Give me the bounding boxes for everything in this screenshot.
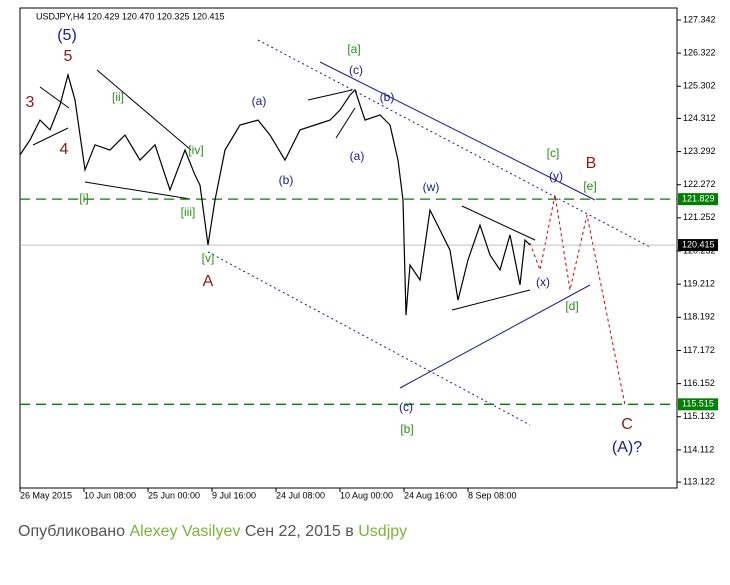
y-tick-label: 115.132 <box>683 411 715 421</box>
tag-link[interactable]: Usdjpy <box>358 523 408 540</box>
wave-label: [iii] <box>181 205 196 219</box>
wave-label: (5) <box>57 27 77 44</box>
level-label: 121.829 <box>682 193 715 203</box>
wave-label: (A)? <box>612 439 642 456</box>
wave-label: A <box>203 273 214 290</box>
x-tick-label: 25 Jun 00:00 <box>148 490 200 500</box>
wave-label: [iv] <box>188 143 203 157</box>
y-tick-label: 113.122 <box>683 476 715 486</box>
x-tick-label: 8 Sep 08:00 <box>468 490 517 500</box>
x-tick-label: 9 Jul 16:00 <box>212 490 256 500</box>
wave-label: B <box>586 155 597 172</box>
level-label-box <box>678 239 718 252</box>
wave-label: (x) <box>536 275 550 289</box>
x-tick-label: 26 May 2015 <box>20 490 72 500</box>
wave-label: (y) <box>549 169 563 183</box>
y-tick-label: 118.192 <box>683 312 715 322</box>
wave-label: (b) <box>380 90 395 104</box>
wave-label: [a] <box>347 42 360 56</box>
footer-date: Сен 22, 2015 в <box>244 523 354 540</box>
wave-label: (b) <box>279 173 294 187</box>
wave-label: [b] <box>400 422 413 436</box>
level-label-box <box>678 398 718 411</box>
level-label: 115.515 <box>682 399 714 409</box>
chart-title: USDJPY,H4 120.429 120.470 120.325 120.41… <box>36 11 225 21</box>
chart: USDJPY,H4 120.429 120.470 120.325 120.41… <box>19 7 718 500</box>
wave-label: (c) <box>399 400 413 414</box>
y-tick-label: 123.292 <box>683 146 716 156</box>
y-tick-label: 122.272 <box>683 179 716 189</box>
wave-label: (c) <box>349 63 363 77</box>
y-tick-label: 117.172 <box>683 345 715 355</box>
y-tick-label: 121.252 <box>683 212 716 222</box>
wave-label: 3 <box>26 94 35 111</box>
wave-label: [ii] <box>112 90 124 104</box>
wave-label: [c] <box>547 146 560 160</box>
wave-label: (w) <box>423 180 440 194</box>
wave-label: 4 <box>60 141 69 158</box>
y-tick-label: 114.112 <box>683 444 714 454</box>
x-tick-label: 24 Aug 16:00 <box>404 490 457 500</box>
author-link[interactable]: Alexey Vasilyev <box>129 523 241 540</box>
x-tick-label: 24 Jul 08:00 <box>276 490 325 500</box>
plot-frame <box>19 7 678 489</box>
y-tick-label: 124.312 <box>683 113 716 123</box>
y-tick-label: 126.322 <box>683 47 716 57</box>
y-tick-label: 127.342 <box>683 14 716 24</box>
x-tick-label: 10 Aug 00:00 <box>340 490 393 500</box>
wave-label: [e] <box>583 179 596 193</box>
wave-label: [i] <box>79 191 88 205</box>
wave-label: [d] <box>565 299 578 313</box>
y-tick-label: 116.152 <box>683 378 715 388</box>
level-label: 120.415 <box>682 239 715 249</box>
y-tick-label: 119.212 <box>683 279 715 289</box>
price-line <box>19 72 531 316</box>
wave-label: [v] <box>202 251 215 265</box>
y-tick-label: 125.302 <box>683 81 716 91</box>
wave-label: C <box>621 416 633 433</box>
footer: Опубликовано Alexey Vasilyev Сен 22, 201… <box>18 523 407 541</box>
level-label-box <box>678 193 718 206</box>
drawings <box>32 39 651 426</box>
wave-label: (a) <box>252 94 267 108</box>
wave-label: 5 <box>64 48 73 65</box>
footer-prefix: Опубликовано <box>18 523 126 540</box>
x-tick-label: 10 Jun 08:00 <box>84 490 136 500</box>
wave-label: (a) <box>350 149 365 163</box>
